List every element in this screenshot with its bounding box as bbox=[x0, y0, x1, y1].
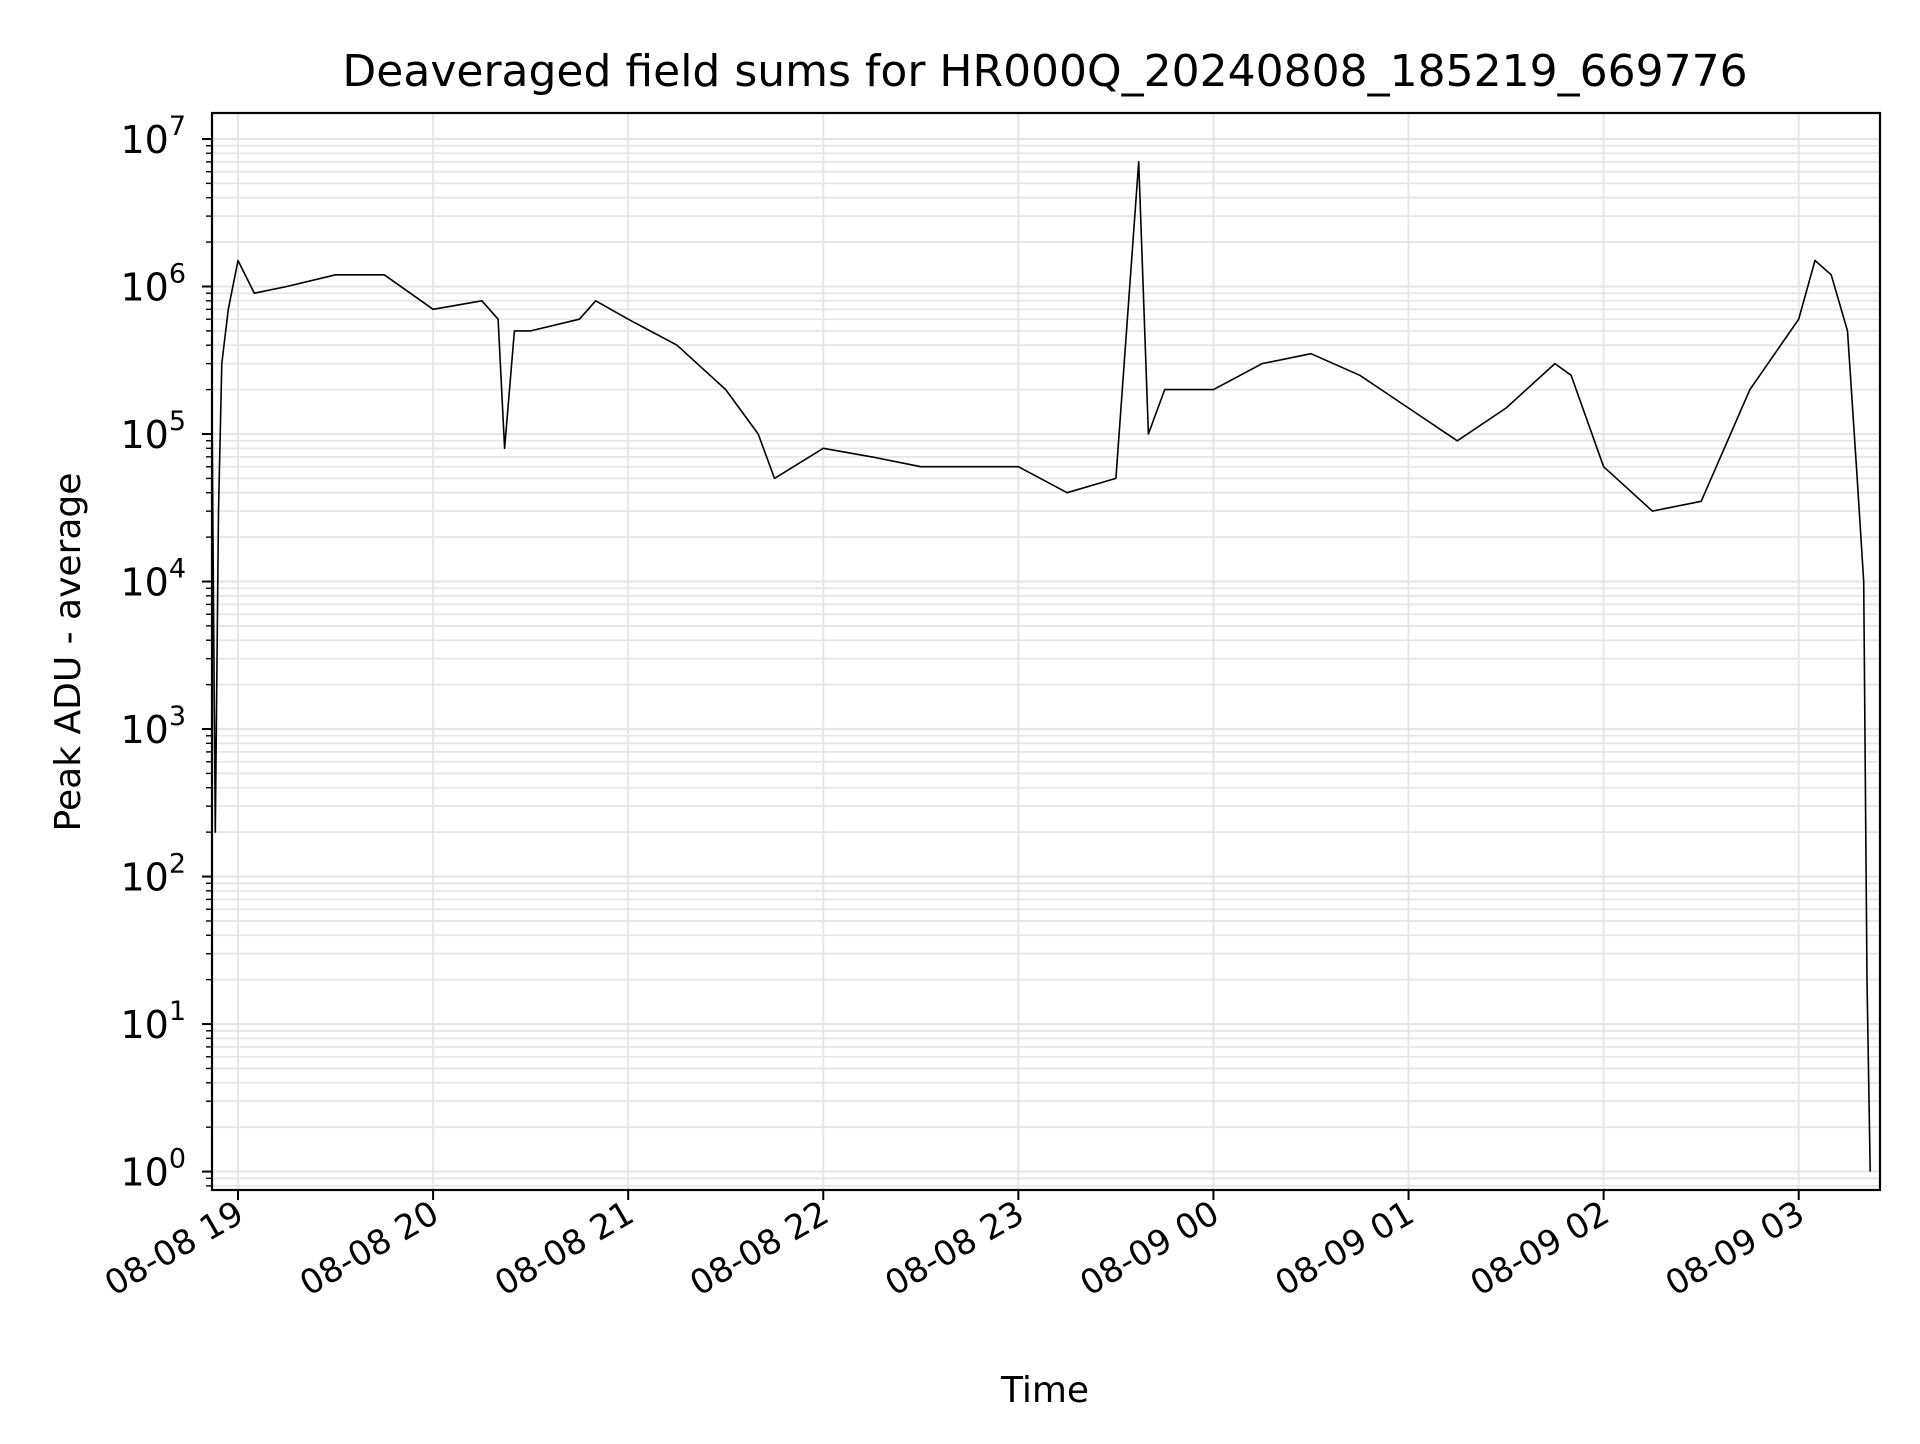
series-line bbox=[211, 161, 1871, 1172]
y-tick-label: 107 bbox=[120, 111, 186, 162]
y-tick-label: 100 bbox=[120, 1144, 186, 1195]
y-axis-label: Peak ADU - average bbox=[48, 473, 89, 832]
chart-title: Deaveraged field sums for HR000Q_2024080… bbox=[342, 46, 1747, 97]
plot-frame bbox=[210, 111, 1882, 1192]
y-axis: 100 101 102 103 104 105 106 107 bbox=[120, 111, 212, 1195]
y-tick-label: 105 bbox=[120, 406, 186, 457]
y-tick-label: 106 bbox=[120, 258, 186, 309]
x-axis-label: Time bbox=[1000, 1370, 1089, 1411]
y-tick-label: 103 bbox=[120, 701, 186, 752]
y-tick-label: 102 bbox=[120, 849, 186, 900]
y-tick-label: 104 bbox=[120, 554, 186, 605]
line-layer bbox=[211, 161, 1871, 1172]
grid bbox=[212, 113, 1880, 1190]
y-tick-label: 101 bbox=[120, 996, 186, 1047]
